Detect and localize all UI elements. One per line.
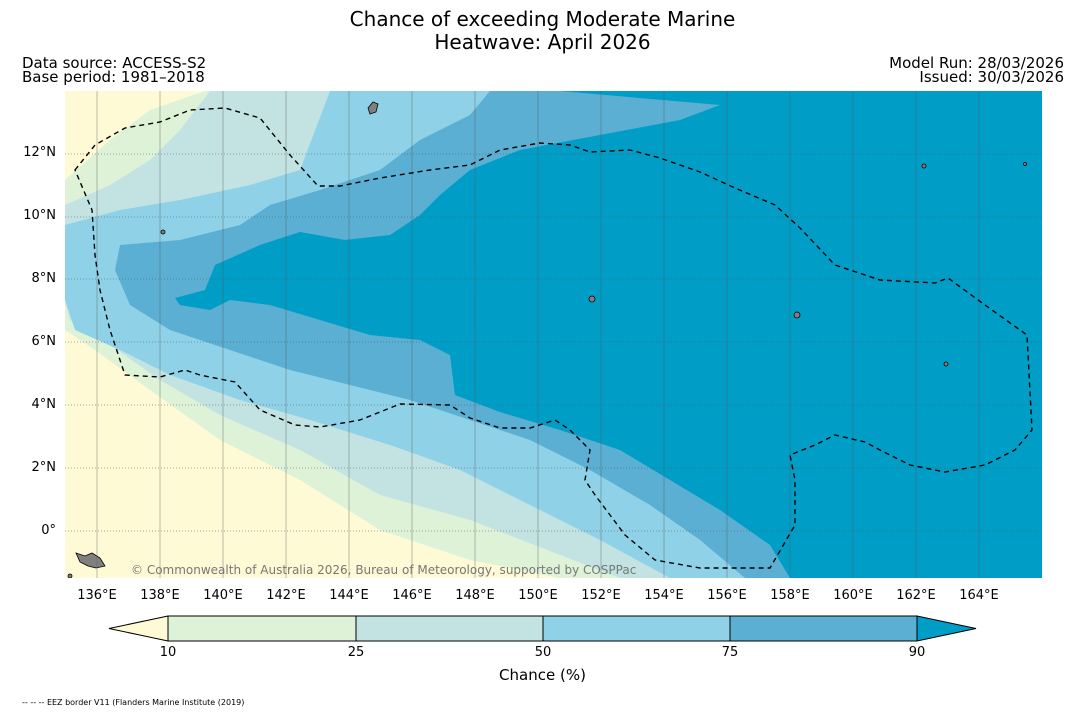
colorbar-tick-50: 50 (534, 645, 552, 660)
lon-label-160e: 160°E (833, 588, 873, 603)
data-source: Data source: ACCESS-S2 (22, 54, 207, 72)
meta-left: Data source: ACCESS-S2 Base period: 1981… (22, 54, 207, 86)
band-above-90 (175, 91, 1042, 578)
colorbar-title: Chance (%) (499, 666, 586, 684)
issued-date: Issued: 30/03/2026 (919, 68, 1064, 86)
colorbar-seg-25-50 (356, 616, 543, 641)
colorbar-tick-90: 90 (908, 645, 926, 660)
colorbar-tick-25: 25 (347, 645, 365, 660)
model-run: Model Run: 28/03/2026 (889, 54, 1064, 72)
lat-label-10n: 10°N (23, 208, 56, 223)
lon-label-142e: 142°E (266, 588, 306, 603)
lon-label-136e: 136°E (77, 588, 117, 603)
lon-label-144e: 144°E (329, 588, 369, 603)
lat-gridlines (65, 153, 1042, 532)
lon-label-156e: 156°E (707, 588, 747, 603)
copyright-notice: © Commonwealth of Australia 2026, Bureau… (131, 563, 637, 577)
eez-footnote: -- -- -- EEZ border V11 (Flanders Marine… (22, 698, 245, 707)
map-title: Chance of exceeding Moderate Marine Heat… (0, 8, 1085, 54)
lat-label-12n: 12°N (23, 145, 56, 160)
lat-label-4n: 4°N (31, 397, 57, 412)
lat-label-6n: 6°N (31, 334, 57, 349)
lat-label-8n: 8°N (31, 271, 57, 286)
lon-label-140e: 140°E (203, 588, 243, 603)
probability-field (65, 91, 1042, 578)
land-islands (67, 101, 1027, 578)
lon-label-162e: 162°E (896, 588, 936, 603)
lon-label-148e: 148°E (455, 588, 495, 603)
eez-border (74, 107, 1033, 569)
lon-label-154e: 154°E (644, 588, 684, 603)
title-line-2: Heatwave: April 2026 (434, 30, 651, 54)
colorbar-tick-75: 75 (721, 645, 739, 660)
colorbar-seg-10-25 (168, 616, 356, 641)
colorbar-extend-low (108, 615, 169, 642)
lon-label-164e: 164°E (959, 588, 999, 603)
colorbar-tick-10: 10 (159, 645, 177, 660)
lat-label-2n: 2°N (31, 460, 57, 475)
lon-gridlines (96, 91, 980, 578)
lon-label-146e: 146°E (392, 588, 432, 603)
lon-label-158e: 158°E (770, 588, 810, 603)
colorbar-seg-75-90 (730, 616, 917, 641)
meta-right: Model Run: 28/03/2026 Issued: 30/03/2026 (889, 54, 1064, 86)
title-line-1: Chance of exceeding Moderate Marine (349, 7, 736, 31)
lon-label-152e: 152°E (581, 588, 621, 603)
lon-label-150e: 150°E (518, 588, 558, 603)
base-period: Base period: 1981–2018 (22, 68, 205, 86)
colorbar (108, 615, 977, 642)
colorbar-seg-50-75 (543, 616, 730, 641)
lon-label-138e: 138°E (140, 588, 180, 603)
lat-label-0: 0° (41, 523, 56, 538)
colorbar-extend-high (916, 615, 977, 642)
